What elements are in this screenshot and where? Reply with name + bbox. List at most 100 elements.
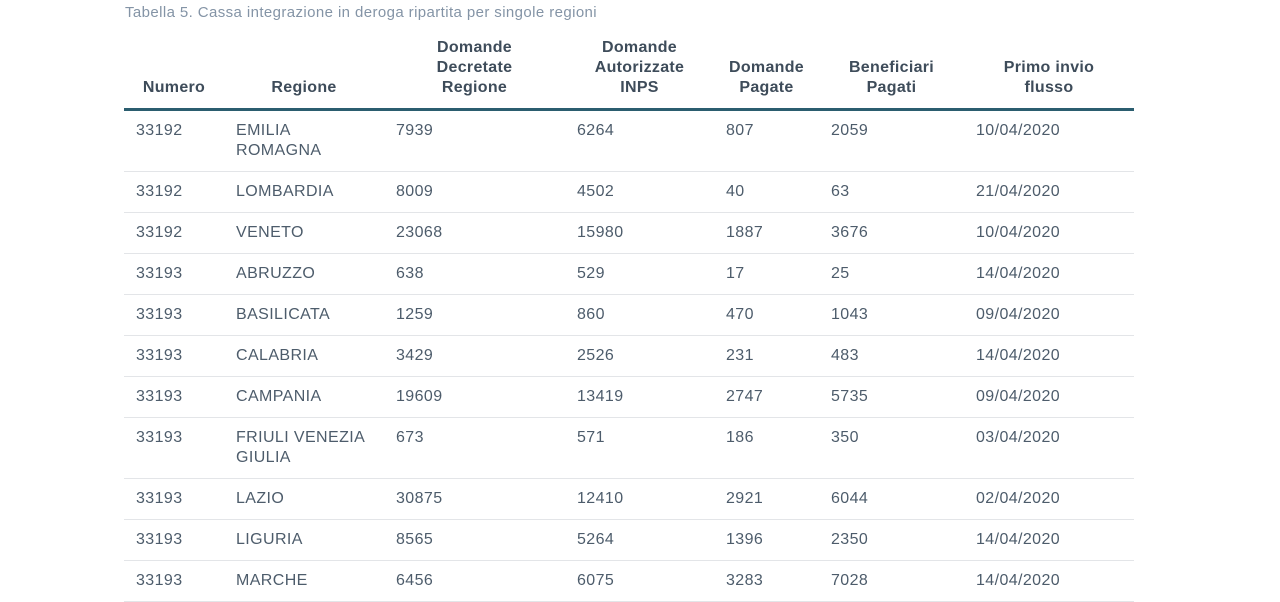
table-row: 33193 LAZIO 30875 12410 2921 6044 02/04/2020 [124, 478, 1134, 520]
column-header-regione: Regione [224, 38, 384, 111]
table-cell-beneficiari_pagati: 3676 [819, 212, 964, 254]
table-cell-beneficiari_pagati: 7028 [819, 560, 964, 602]
table-row: 33192 LOMBARDIA 8009 4502 40 63 21/04/2020 [124, 171, 1134, 213]
table-cell-domande_pagate: 2921 [714, 478, 819, 520]
table-header: Numero Regione Domande Decretate Regione… [124, 38, 1134, 111]
table-cell-primo_invio_flusso: 21/04/2020 [964, 171, 1134, 213]
table-row: 33192 VENETO 23068 15980 1887 3676 10/04/2020 [124, 212, 1134, 254]
table-cell-numero: 33193 [124, 376, 224, 418]
column-header-label: Primo invio flusso [1003, 59, 1095, 96]
table-cell-domande_pagate: 186 [714, 417, 819, 479]
table-row: 33193 MARCHE 6456 6075 3283 7028 14/04/2020 [124, 560, 1134, 602]
table-title: Tabella 5. Cassa integrazione in deroga … [125, 4, 598, 21]
column-header-primo-invio-flusso: Primo invio flusso [964, 38, 1134, 111]
table-cell-beneficiari_pagati: 350 [819, 417, 964, 479]
column-header-domande-autorizzate-inps: Domande Autorizzate INPS [565, 38, 714, 111]
table-cell-domande_pagate: 1396 [714, 519, 819, 561]
table-cell-regione: EMILIA ROMAGNA [224, 109, 384, 172]
table-cell-beneficiari_pagati: 25 [819, 253, 964, 295]
table-cell-domande_autorizzate_inps: 5264 [565, 519, 714, 561]
table-cell-domande_decretate_regione: 7939 [384, 109, 565, 172]
column-header-label: Regione [271, 79, 337, 96]
table-cell-numero: 33193 [124, 253, 224, 295]
table-cell-domande_decretate_regione: 8009 [384, 171, 565, 213]
table-cell-numero: 33193 [124, 294, 224, 336]
table-cell-primo_invio_flusso: 14/04/2020 [964, 519, 1134, 561]
table-cell-domande_autorizzate_inps: 15980 [565, 212, 714, 254]
table-body: 33192 EMILIA ROMAGNA 7939 6264 807 2059 10/04/… [124, 109, 1134, 602]
table-cell-beneficiari_pagati: 2059 [819, 109, 964, 172]
column-header-beneficiari-pagati: Beneficiari Pagati [819, 38, 964, 111]
table-cell-domande_decretate_regione: 673 [384, 417, 565, 479]
table-cell-domande_pagate: 3283 [714, 560, 819, 602]
column-header-label: Domande Autorizzate INPS [594, 39, 685, 96]
table-cell-domande_pagate: 2747 [714, 376, 819, 418]
table-cell-domande_autorizzate_inps: 12410 [565, 478, 714, 520]
table-row: 33192 EMILIA ROMAGNA 7939 6264 807 2059 10/04/… [124, 109, 1134, 172]
table-cell-regione: LAZIO [224, 478, 384, 520]
table-cell-regione: LIGURIA [224, 519, 384, 561]
table-cell-domande_autorizzate_inps: 2526 [565, 335, 714, 377]
table-cell-numero: 33193 [124, 519, 224, 561]
table-cell-domande_decretate_regione: 1259 [384, 294, 565, 336]
regions-data-table: Numero Regione Domande Decretate Regione… [124, 38, 1134, 602]
table-cell-regione: BASILICATA [224, 294, 384, 336]
table-cell-domande_pagate: 1887 [714, 212, 819, 254]
table-row: 33193 BASILICATA 1259 860 470 1043 09/04/2020 [124, 294, 1134, 336]
table-cell-domande_decretate_regione: 638 [384, 253, 565, 295]
table-cell-domande_autorizzate_inps: 860 [565, 294, 714, 336]
table-cell-regione: CAMPANIA [224, 376, 384, 418]
table-cell-regione: LOMBARDIA [224, 171, 384, 213]
table-cell-beneficiari_pagati: 63 [819, 171, 964, 213]
table-cell-domande_pagate: 17 [714, 253, 819, 295]
table-cell-beneficiari_pagati: 1043 [819, 294, 964, 336]
table-cell-primo_invio_flusso: 14/04/2020 [964, 560, 1134, 602]
table-row: 33193 ABRUZZO 638 529 17 25 14/04/2020 [124, 253, 1134, 295]
table-cell-domande_autorizzate_inps: 571 [565, 417, 714, 479]
table-cell-domande_pagate: 807 [714, 109, 819, 172]
table-cell-numero: 33193 [124, 335, 224, 377]
table-cell-domande_autorizzate_inps: 13419 [565, 376, 714, 418]
table-cell-domande_decretate_regione: 3429 [384, 335, 565, 377]
table-cell-beneficiari_pagati: 6044 [819, 478, 964, 520]
table-cell-domande_autorizzate_inps: 4502 [565, 171, 714, 213]
table-cell-primo_invio_flusso: 14/04/2020 [964, 335, 1134, 377]
table-cell-primo_invio_flusso: 09/04/2020 [964, 294, 1134, 336]
column-header-label: Numero [142, 79, 206, 96]
table-cell-domande_decretate_regione: 23068 [384, 212, 565, 254]
table-cell-domande_decretate_regione: 8565 [384, 519, 565, 561]
column-header-label: Domande Decretate Regione [436, 39, 513, 96]
table-cell-regione: CALABRIA [224, 335, 384, 377]
table-cell-primo_invio_flusso: 10/04/2020 [964, 109, 1134, 172]
table-row: 33193 CAMPANIA 19609 13419 2747 5735 09/04/202… [124, 376, 1134, 418]
table-cell-primo_invio_flusso: 02/04/2020 [964, 478, 1134, 520]
table-cell-primo_invio_flusso: 14/04/2020 [964, 253, 1134, 295]
table-cell-beneficiari_pagati: 5735 [819, 376, 964, 418]
table-cell-regione: VENETO [224, 212, 384, 254]
table-cell-numero: 33193 [124, 560, 224, 602]
table-cell-numero: 33193 [124, 417, 224, 479]
table-cell-domande_pagate: 231 [714, 335, 819, 377]
column-header-label: Domande Pagate [729, 59, 804, 96]
table-cell-primo_invio_flusso: 10/04/2020 [964, 212, 1134, 254]
table-cell-domande_decretate_regione: 30875 [384, 478, 565, 520]
table-cell-beneficiari_pagati: 2350 [819, 519, 964, 561]
table-header-row: Numero Regione Domande Decretate Regione… [124, 38, 1134, 111]
column-header-numero: Numero [124, 38, 224, 111]
column-header-label: Beneficiari Pagati [848, 59, 935, 96]
table-cell-regione: MARCHE [224, 560, 384, 602]
table-row: 33193 CALABRIA 3429 2526 231 483 14/04/2020 [124, 335, 1134, 377]
table-cell-regione: FRIULI VENEZIA GIULIA [224, 417, 384, 479]
table-cell-domande_decretate_regione: 6456 [384, 560, 565, 602]
table-row: 33193 FRIULI VENEZIA GIULIA 673 571 186 350 03… [124, 417, 1134, 479]
table-cell-domande_pagate: 470 [714, 294, 819, 336]
table-cell-numero: 33193 [124, 478, 224, 520]
table-cell-primo_invio_flusso: 09/04/2020 [964, 376, 1134, 418]
table-cell-beneficiari_pagati: 483 [819, 335, 964, 377]
table-row: 33193 LIGURIA 8565 5264 1396 2350 14/04/2020 [124, 519, 1134, 561]
table-cell-domande_pagate: 40 [714, 171, 819, 213]
table-cell-domande_autorizzate_inps: 6264 [565, 109, 714, 172]
table-section: Tabella 5. Cassa integrazione in deroga … [124, 4, 1136, 602]
column-header-domande-pagate: Domande Pagate [714, 38, 819, 111]
column-header-domande-decretate-regione: Domande Decretate Regione [384, 38, 565, 111]
